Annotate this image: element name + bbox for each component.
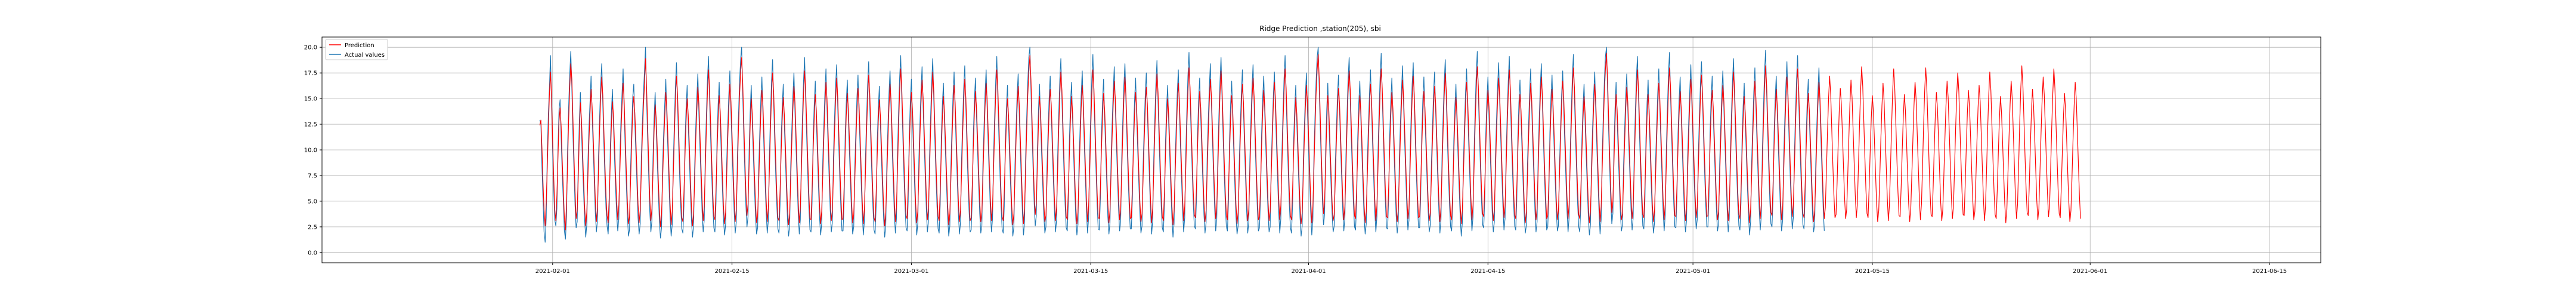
chart-title: Ridge Prediction ,station(205), sbi <box>1259 24 1381 33</box>
x-tick-label: 2021-05-15 <box>1855 268 1890 275</box>
x-tick-label: 2021-02-15 <box>715 268 750 275</box>
x-tick-label: 2021-04-01 <box>1291 268 1326 275</box>
prediction-series-line <box>539 53 2081 231</box>
y-tick-label: 15.0 <box>304 96 317 103</box>
x-tick-label: 2021-06-01 <box>2073 268 2107 275</box>
y-tick-label: 5.0 <box>308 198 317 205</box>
actual-values-series-line <box>539 47 1825 243</box>
legend-prediction-label: Prediction <box>345 42 374 49</box>
y-tick-label: 20.0 <box>304 45 317 51</box>
y-tick-label: 10.0 <box>304 148 317 154</box>
y-tick-label: 0.0 <box>308 250 317 256</box>
x-tick-label: 2021-03-15 <box>1073 268 1108 275</box>
x-tick-label: 2021-06-15 <box>2252 268 2287 275</box>
legend: Prediction Actual values <box>325 39 388 60</box>
x-tick-label: 2021-04-15 <box>1470 268 1505 275</box>
y-tick-label: 12.5 <box>304 122 317 128</box>
y-axis: 0.0 2.5 5.0 7.5 10.0 12.5 15.0 17.5 20.0 <box>304 45 322 256</box>
y-tick-label: 17.5 <box>304 70 317 77</box>
x-axis: 2021-02-01 2021-02-15 2021-03-01 2021-03-15… <box>535 263 2287 275</box>
x-tick-label: 2021-03-01 <box>894 268 928 275</box>
y-tick-label: 2.5 <box>308 224 317 231</box>
y-tick-label: 7.5 <box>308 173 317 179</box>
series-layer <box>539 47 2081 243</box>
legend-actual-label: Actual values <box>345 52 385 59</box>
x-tick-label: 2021-02-01 <box>535 268 570 275</box>
x-tick-label: 2021-05-01 <box>1676 268 1710 275</box>
